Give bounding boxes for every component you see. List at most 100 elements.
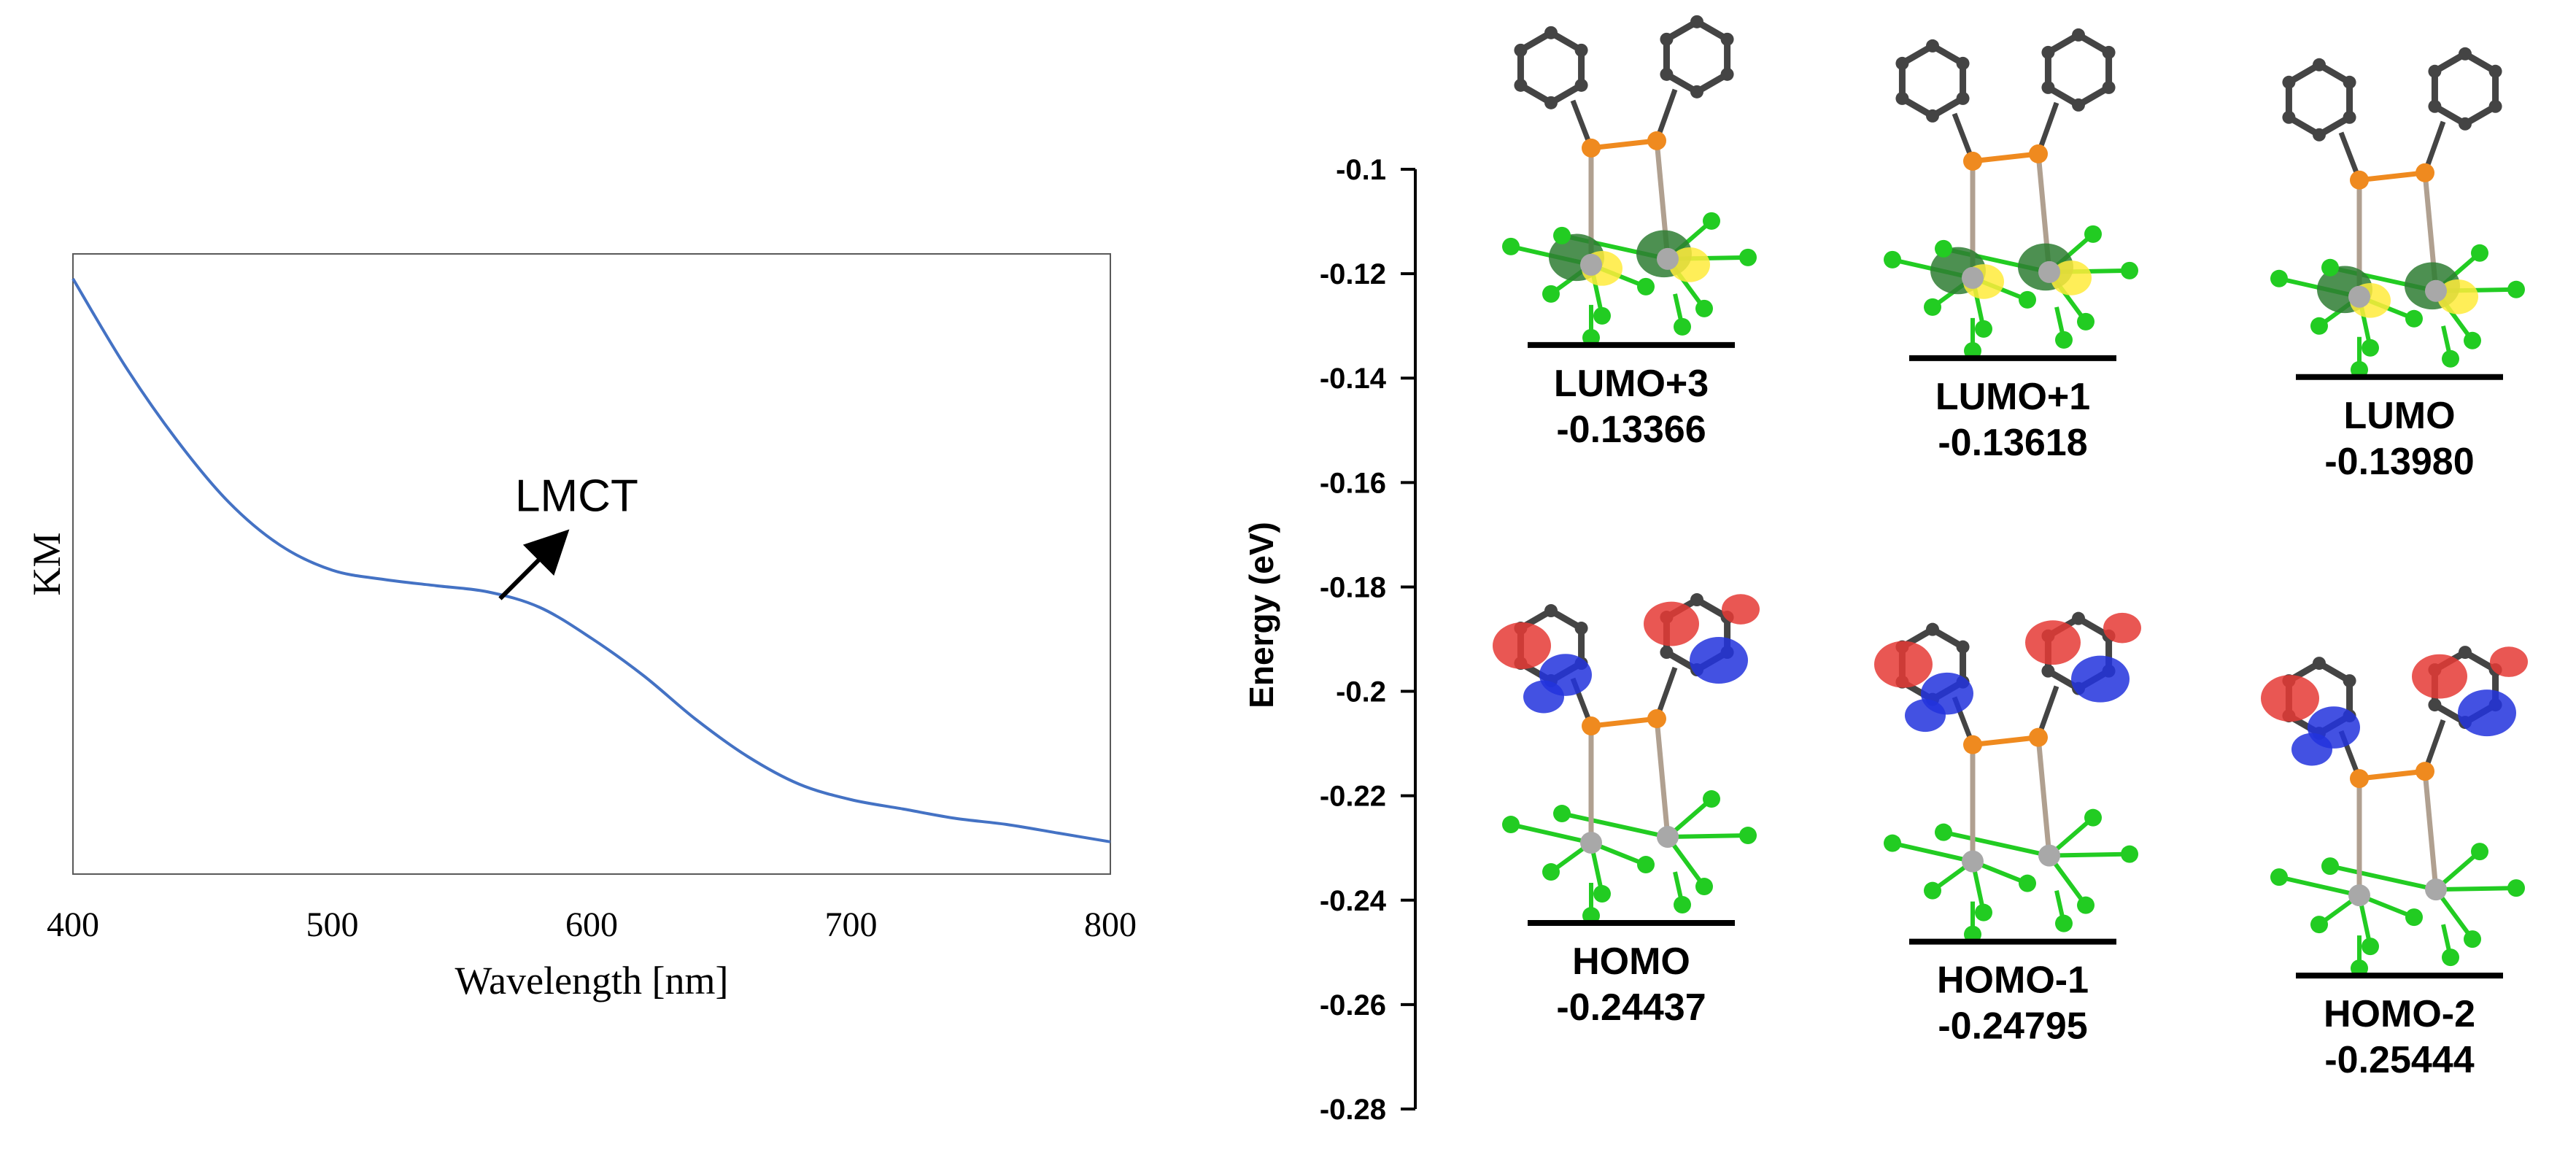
energy-tick-label: -0.2 [1336, 676, 1386, 708]
orbital-lobe [2490, 646, 2528, 677]
orbital-name-label: HOMO-1 [1937, 959, 2089, 1002]
molecule-bond [1943, 830, 2050, 858]
chlorine-atom [2471, 244, 2488, 262]
carbon-atom [2313, 58, 2326, 72]
phosphorus-atom [2350, 769, 2369, 789]
metal-atom [1580, 832, 1602, 854]
chlorine-atom [1695, 878, 1713, 896]
metal-atom [2425, 279, 2447, 302]
carbon-atom [2428, 99, 2442, 113]
orbital-energy-label: -0.24437 [1556, 986, 1706, 1029]
energy-tick-label: -0.16 [1320, 467, 1386, 499]
orbital-lobe [2025, 620, 2081, 665]
phosphorus-atom [2029, 727, 2048, 747]
orbital-lobe [2071, 655, 2130, 703]
carbon-atom [1926, 39, 1939, 53]
aromatic-ring [2044, 31, 2113, 109]
chlorine-atom [2055, 331, 2073, 349]
carbon-atom [1690, 593, 1703, 607]
chlorine-atom [2442, 948, 2459, 967]
series-line [71, 277, 1111, 843]
carbon-atom [2488, 64, 2502, 78]
carbon-atom [1544, 26, 1558, 39]
molecule-bond [2422, 770, 2439, 890]
chlorine-atom [2019, 874, 2036, 892]
phosphorus-atom [1963, 735, 1982, 754]
energy-tick-label: -0.26 [1320, 989, 1386, 1021]
energy-level-group: HOMO-1-0.24795 [1874, 611, 2141, 1048]
phosphorus-atom [1647, 131, 1666, 150]
orbital-lobe [1874, 641, 1933, 688]
chlorine-atom [1924, 881, 1941, 900]
metal-atom [2038, 844, 2060, 867]
molecule-bond [1892, 841, 1973, 864]
carbon-atom [2041, 45, 2055, 59]
chlorine-atom [2270, 868, 2288, 886]
carbon-atom [1660, 67, 1674, 81]
x-axis-label: Wavelength [nm] [455, 959, 728, 1002]
aromatic-ring [2285, 61, 2353, 139]
chlorine-atom [2464, 331, 2481, 349]
chlorine-atom [2077, 312, 2095, 331]
chlorine-atom [1674, 896, 1691, 914]
orbital-lobe [1493, 622, 1551, 670]
molecule-bond [2278, 875, 2360, 898]
molecule-bond [2049, 851, 2130, 858]
carbon-atom [2313, 128, 2326, 142]
chlorine-atom [1975, 320, 1992, 338]
phosphorus-atom [2416, 762, 2434, 781]
chlorine-atom [2507, 879, 2525, 897]
chlorine-atom [1593, 885, 1611, 903]
chlorine-atom [1884, 250, 1901, 268]
energy-tick-label: -0.1 [1336, 154, 1386, 186]
aromatic-ring [1663, 18, 1731, 96]
chlorine-atom [2310, 916, 2328, 934]
carbon-atom [1720, 32, 1734, 46]
phosphorus-atom [2416, 163, 2434, 182]
chlorine-atom [1739, 827, 1757, 845]
molecule-bond [1510, 822, 1592, 845]
carbon-atom [1690, 15, 1703, 28]
carbon-atom [2072, 611, 2085, 625]
chlorine-atom [2055, 914, 2073, 932]
chlorine-atom [1703, 212, 1720, 230]
molecule-bond [1561, 811, 1668, 839]
chlorine-atom [2362, 339, 2379, 357]
orbital-lobe [2103, 612, 2141, 644]
carbon-atom [1574, 78, 1588, 92]
x-tick-label: 600 [565, 905, 618, 944]
chlorine-atom [2321, 857, 2339, 876]
energy-levels: LUMO+3-0.13366 LUMO+1-0.13618 LUMO-0.13980… [1493, 15, 2528, 1081]
carbon-atom [2459, 47, 2472, 61]
carbon-atom [1895, 91, 1909, 105]
energy-tick-label: -0.12 [1320, 258, 1386, 290]
chlorine-atom [1935, 239, 1952, 258]
chlorine-atom [1502, 816, 1520, 834]
energy-level-group: LUMO+3-0.13366 [1502, 15, 1757, 451]
phosphorus-atom [1582, 138, 1601, 158]
phosphorus-atom [1582, 716, 1601, 736]
chlorine-atom [2442, 349, 2459, 368]
molecule-bond [2359, 170, 2426, 183]
chlorine-atom [2405, 309, 2423, 328]
orbital-lobe [2437, 279, 2478, 314]
carbon-atom [1926, 622, 1939, 636]
orbital-name-label: LUMO+1 [1935, 376, 2090, 418]
chlorine-atom [2507, 280, 2525, 298]
plot-frame [72, 253, 1111, 875]
x-tick-label: 400 [47, 905, 99, 944]
carbon-atom [2041, 664, 2055, 678]
carbon-atom [2041, 80, 2055, 94]
orbital-lobe [2412, 654, 2467, 699]
orbital-lobe [1690, 637, 1748, 684]
carbon-atom [1660, 32, 1674, 46]
metal-atom [2348, 285, 2370, 308]
carbon-atom [2102, 80, 2116, 94]
orbital-name-label: LUMO [2343, 395, 2455, 437]
carbon-atom [2428, 698, 2442, 712]
chlorine-atom [2121, 845, 2138, 863]
metal-atom [1657, 826, 1679, 849]
chlorine-atom [2084, 808, 2102, 827]
chlorine-atom [1553, 805, 1571, 823]
